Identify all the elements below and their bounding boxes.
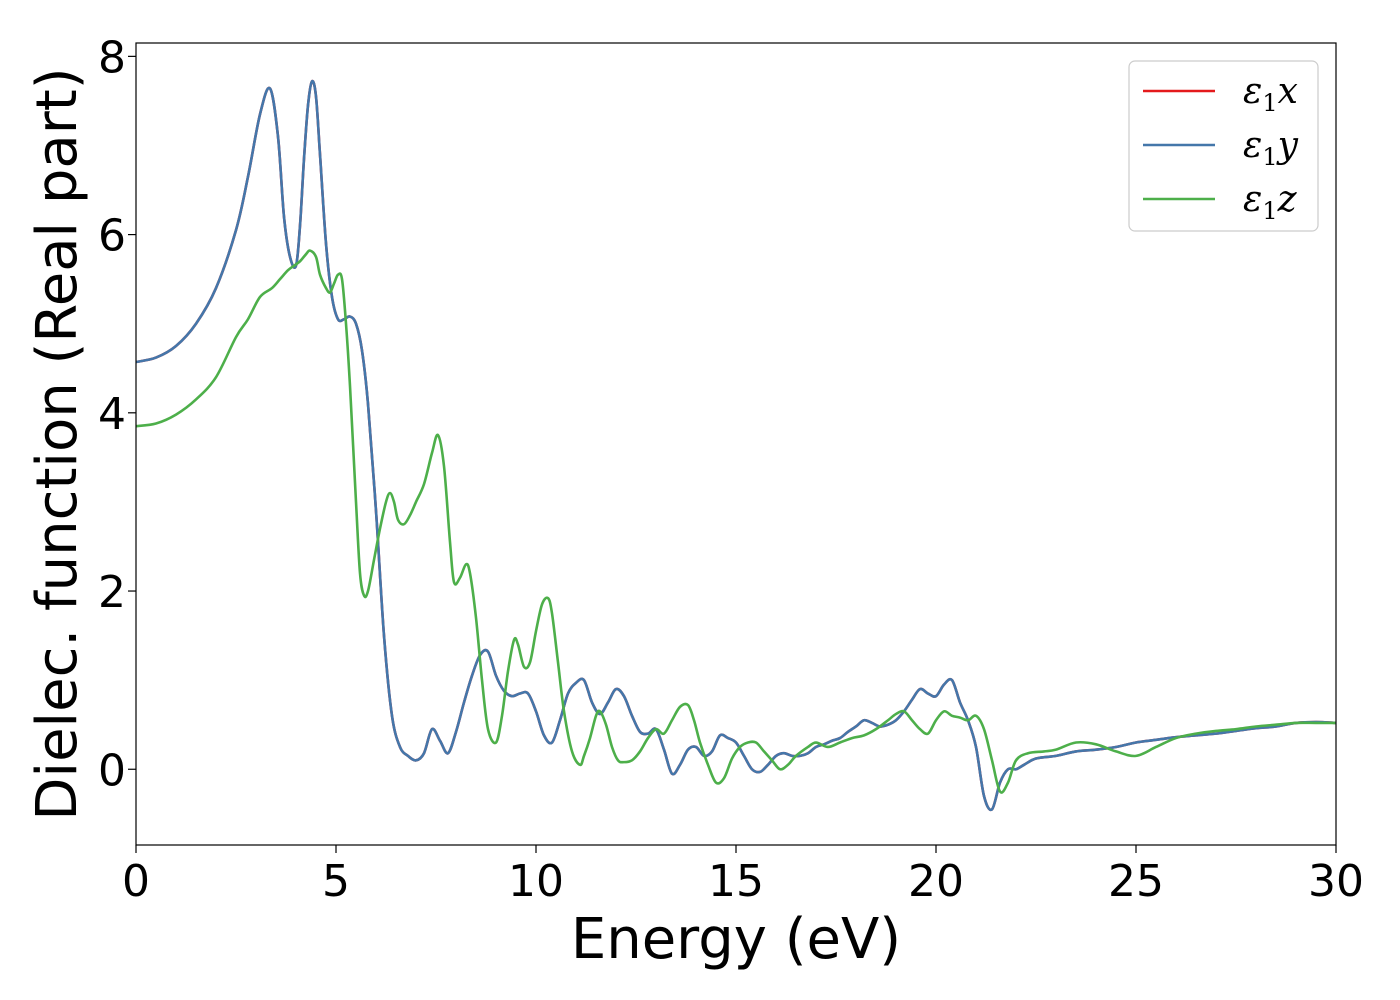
y-axis: 0 2 4 6 8	[98, 32, 136, 796]
x-tick-label: 0	[122, 856, 150, 907]
x-axis: 0 5 10 15 20 25 30	[122, 845, 1364, 907]
legend-entry: ε1z	[1243, 179, 1298, 225]
series-lines	[136, 79, 1336, 812]
legend-entry: ε1x	[1243, 71, 1298, 117]
y-tick-label: 6	[98, 211, 126, 262]
x-tick-label: 15	[708, 856, 764, 907]
x-axis-label: Energy (eV)	[571, 907, 901, 972]
y-tick-label: 4	[98, 389, 126, 440]
legend-entry: ε1y	[1243, 125, 1299, 171]
legend-box	[1128, 60, 1319, 232]
series-line-y	[136, 79, 1336, 812]
y-tick-label: 8	[98, 32, 126, 83]
y-axis-label: Dielec. function (Real part)	[25, 67, 90, 820]
x-tick-label: 25	[1108, 856, 1164, 907]
x-tick-label: 30	[1308, 856, 1364, 907]
x-tick-label: 10	[508, 856, 564, 907]
series-line-z	[136, 249, 1336, 794]
y-tick-label: 2	[98, 567, 126, 618]
x-tick-label: 5	[322, 856, 350, 907]
x-tick-label: 20	[908, 856, 964, 907]
legend: ε1x ε1y ε1z	[1128, 60, 1319, 232]
y-tick-label: 0	[98, 745, 126, 796]
